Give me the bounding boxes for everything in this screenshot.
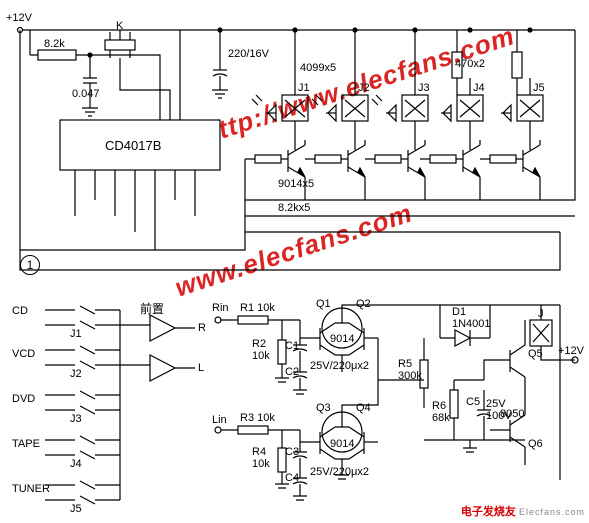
label-r4: R4 10k (252, 446, 270, 470)
label-9014x5: 9014x5 (278, 178, 314, 190)
label-r6: R6 68k (432, 400, 450, 424)
label-q3: Q3 (316, 402, 331, 414)
label-c4: C4 (285, 472, 299, 484)
label-r-ch: R (198, 322, 206, 334)
label-cap25v220t: 25V/220μx2 (310, 360, 369, 372)
label-lin: Lin (212, 414, 227, 426)
label-c1: C1 (285, 340, 299, 352)
footer-sub: Elecfans.com (519, 507, 585, 517)
footer-brand: 电子发烧友 (461, 506, 516, 518)
label-r2: R2 10k (252, 338, 270, 362)
label-dvd: DVD (12, 393, 35, 405)
label-9014b: 9014 (330, 438, 354, 450)
label-j1: J1 (298, 82, 310, 94)
label-supply-r: +12V (558, 345, 584, 357)
label-cd: CD (12, 305, 28, 317)
label-j4: J4 (473, 82, 485, 94)
label-470x2: 470x2 (455, 58, 485, 70)
label-j-relay: J (538, 308, 544, 320)
label-c-0047: 0.047 (72, 88, 100, 100)
label-ic: CD4017B (105, 138, 161, 153)
figure-number-1: 1 (20, 255, 40, 275)
label-c5: C5 (466, 396, 480, 408)
label-j5b: J5 (70, 503, 82, 515)
label-r-8-2k: 8.2k (44, 38, 65, 50)
label-tuner: TUNER (12, 483, 50, 495)
label-vcd: VCD (12, 348, 35, 360)
label-c3: C3 (285, 446, 299, 458)
label-q1: Q1 (316, 298, 331, 310)
label-8-2kx5: 8.2kx5 (278, 202, 310, 214)
label-j3b: J3 (70, 413, 82, 425)
label-j5: J5 (533, 82, 545, 94)
label-4099x5: 4099x5 (300, 62, 336, 74)
label-cap-220-16v: 220/16V (228, 48, 269, 60)
label-tape: TAPE (12, 438, 40, 450)
label-j2b: J2 (70, 368, 82, 380)
label-r3: R3 10k (240, 412, 275, 424)
label-8050: 8050 (500, 408, 524, 420)
label-cap25v220b: 25V/220μx2 (310, 466, 369, 478)
label-supply-top: +12V (6, 12, 32, 24)
label-d1: D1 1N4001 (452, 306, 491, 330)
label-r1: R1 10k (240, 302, 275, 314)
label-j2: J2 (358, 82, 370, 94)
label-q5: Q5 (528, 348, 543, 360)
label-9014t: 9014 (330, 333, 354, 345)
label-preamp: 前置 (140, 300, 164, 317)
label-rin: Rin (212, 302, 229, 314)
label-c2: C2 (285, 366, 299, 378)
label-q2: Q2 (356, 298, 371, 310)
label-j4b: J4 (70, 458, 82, 470)
label-k: K (116, 20, 123, 32)
label-l-ch: L (198, 362, 204, 374)
footer-logo: 电子发烧友 Elecfans.com (461, 503, 585, 519)
schematic-svg (0, 0, 589, 523)
label-j3: J3 (418, 82, 430, 94)
label-r5: R5 300k (398, 358, 422, 382)
label-q4: Q4 (356, 402, 371, 414)
label-j1b: J1 (70, 328, 82, 340)
label-q6: Q6 (528, 438, 543, 450)
